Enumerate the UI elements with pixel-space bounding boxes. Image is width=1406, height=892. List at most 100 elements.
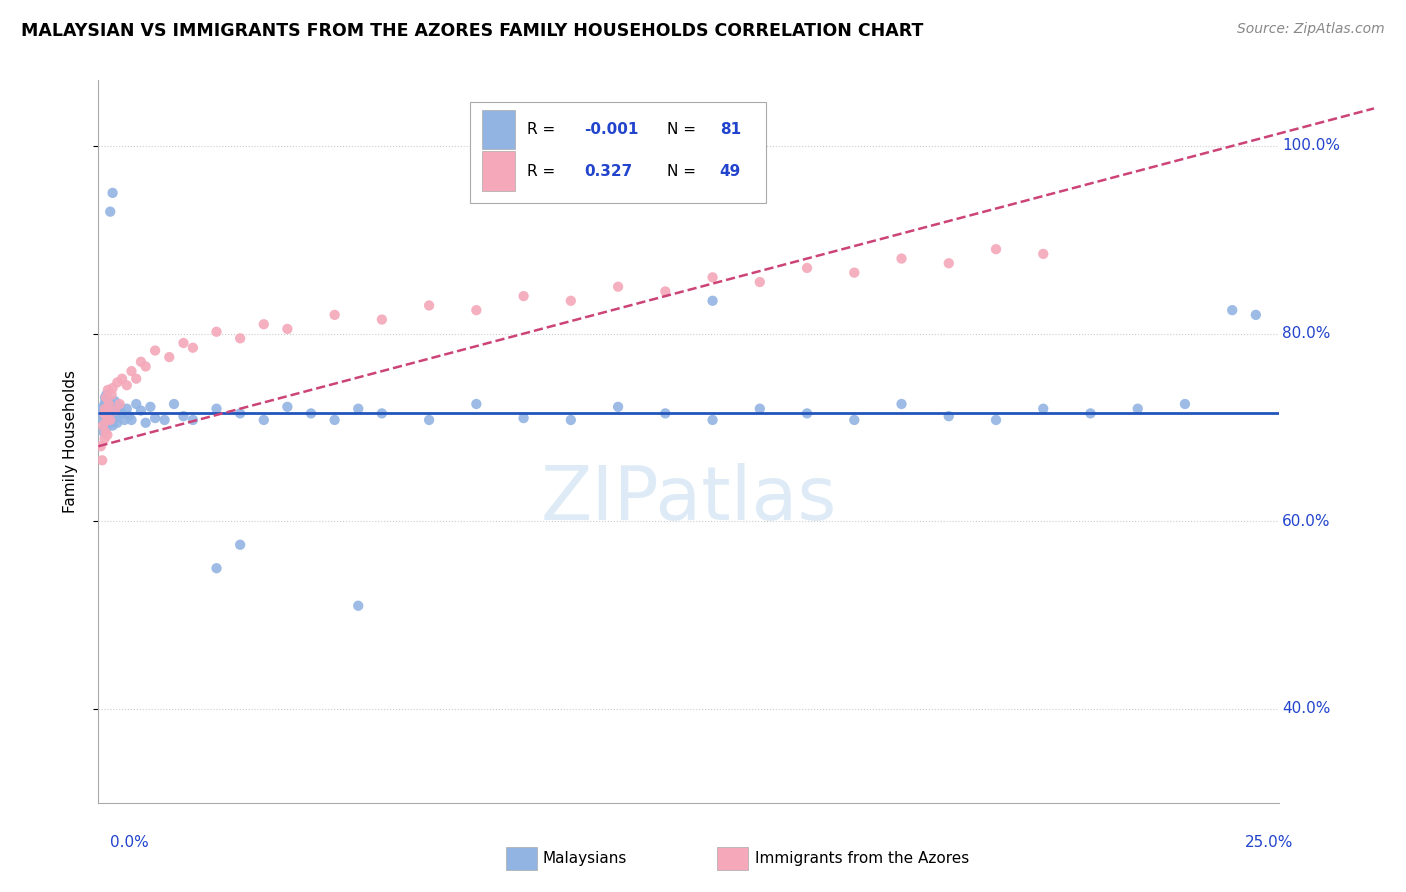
Point [172, 336, 194, 351]
Text: N =: N = [666, 164, 700, 178]
Point [654, 285, 676, 299]
Point [844, 413, 866, 427]
Bar [471, 102, 766, 203]
Point [98, 400, 121, 414]
Point [1244, 308, 1267, 322]
Point [702, 413, 724, 427]
Text: 0.327: 0.327 [583, 164, 633, 178]
Point [748, 401, 770, 416]
Point [702, 293, 724, 308]
Point [135, 416, 157, 430]
Point [93, 406, 115, 420]
Point [181, 413, 204, 427]
Point [93, 397, 115, 411]
Text: ZIPatlas: ZIPatlas [541, 463, 837, 536]
Point [98, 413, 121, 427]
Text: -0.001: -0.001 [583, 122, 638, 136]
Point [93, 425, 115, 439]
Point [172, 409, 194, 424]
Point [94, 422, 117, 436]
Point [96, 387, 118, 401]
Point [96, 428, 118, 442]
Text: 80.0%: 80.0% [1282, 326, 1330, 341]
Point [94, 403, 117, 417]
Point [96, 413, 118, 427]
Point [125, 372, 148, 386]
Point [91, 406, 114, 420]
Point [181, 341, 204, 355]
Point [108, 400, 131, 414]
Point [205, 401, 228, 416]
Point [984, 242, 1007, 256]
Point [93, 420, 115, 434]
Point [135, 359, 157, 374]
Point [94, 394, 117, 409]
Point [97, 397, 120, 411]
Text: Malaysians: Malaysians [543, 851, 627, 865]
Point [105, 416, 128, 430]
Point [96, 394, 118, 409]
Point [890, 252, 912, 266]
Point [205, 325, 228, 339]
Point [607, 279, 630, 293]
Point [96, 409, 118, 424]
Point [94, 425, 117, 439]
Bar [482, 110, 516, 149]
Point [984, 413, 1007, 427]
Point [748, 275, 770, 289]
Point [97, 406, 120, 420]
Point [100, 387, 122, 401]
Bar [482, 152, 516, 191]
Point [94, 416, 117, 430]
Point [90, 439, 112, 453]
Point [101, 418, 124, 433]
Point [844, 266, 866, 280]
Point [115, 378, 138, 392]
Point [94, 391, 117, 405]
Point [938, 409, 960, 424]
Point [1080, 406, 1102, 420]
Point [100, 397, 122, 411]
Point [104, 403, 127, 417]
Point [229, 331, 252, 345]
Y-axis label: Family Households: Family Households [63, 370, 77, 513]
Point [105, 411, 128, 425]
Point [98, 411, 121, 425]
Point [96, 406, 118, 420]
Text: N =: N = [666, 122, 700, 136]
Point [418, 298, 440, 312]
Point [323, 413, 346, 427]
Point [143, 343, 166, 358]
Point [205, 561, 228, 575]
Point [163, 397, 186, 411]
Point [129, 403, 152, 417]
Point [229, 538, 252, 552]
Point [654, 406, 676, 420]
Point [299, 406, 322, 420]
Text: R =: R = [527, 164, 560, 178]
Point [153, 413, 176, 427]
Point [465, 303, 488, 318]
Point [93, 432, 115, 446]
Text: Source: ZipAtlas.com: Source: ZipAtlas.com [1237, 22, 1385, 37]
Point [347, 401, 370, 416]
Point [139, 400, 162, 414]
Point [111, 406, 134, 420]
Text: Immigrants from the Azores: Immigrants from the Azores [755, 851, 969, 865]
Text: 81: 81 [720, 122, 741, 136]
Point [796, 260, 818, 275]
Text: 49: 49 [720, 164, 741, 178]
Point [125, 397, 148, 411]
Text: 100.0%: 100.0% [1282, 138, 1340, 153]
Point [108, 397, 131, 411]
Point [91, 413, 114, 427]
Point [1126, 401, 1149, 416]
Text: R =: R = [527, 122, 560, 136]
Point [97, 413, 120, 427]
Point [97, 401, 120, 416]
Point [418, 413, 440, 427]
Point [104, 394, 127, 409]
Point [890, 397, 912, 411]
Point [512, 411, 534, 425]
Point [121, 364, 143, 378]
